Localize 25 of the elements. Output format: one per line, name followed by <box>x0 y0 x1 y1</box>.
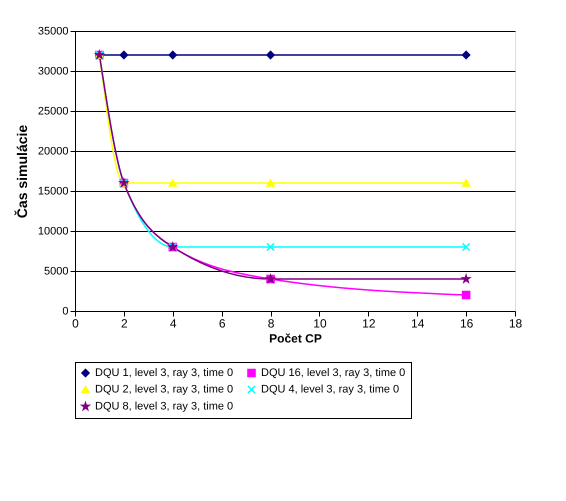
y-tick-label: 5000 <box>44 266 68 278</box>
y-tick-label: 20000 <box>38 146 68 158</box>
y-tick-label: 35000 <box>38 26 68 38</box>
x-tick-label: 0 <box>72 316 80 330</box>
y-tick-label: 15000 <box>38 186 68 198</box>
x-tick-label: 10 <box>313 316 327 330</box>
x-tick-label: 8 <box>268 316 275 330</box>
y-tick-label: 0 <box>62 306 68 318</box>
legend-label: DQU 16, level 3, ray 3, time 0 <box>261 366 406 379</box>
y-axis-title: Čas simulácie <box>14 124 30 218</box>
x-tick-label: 2 <box>121 316 128 330</box>
x-tick-label: 12 <box>362 316 376 330</box>
x-tick-label: 14 <box>411 316 425 330</box>
x-tick-label: 4 <box>170 316 177 330</box>
legend-label: DQU 2, level 3, ray 3, time 0 <box>95 384 234 396</box>
x-tick-label: 6 <box>218 316 226 330</box>
x-tick-label: 18 <box>508 316 522 330</box>
y-tick-label: 25000 <box>38 106 68 118</box>
legend-label: DQU 1, level 3, ray 3, time 0 <box>95 366 234 379</box>
x-axis-title: Počet CP <box>269 332 322 346</box>
legend-label: DQU 8, level 3, ray 3, time 0 <box>95 400 234 412</box>
y-tick-label: 30000 <box>38 66 68 78</box>
legend-label: DQU 4, level 3, ray 3, time 0 <box>261 384 400 396</box>
x-tick-label: 16 <box>460 316 474 330</box>
y-tick-label: 10000 <box>38 226 68 238</box>
